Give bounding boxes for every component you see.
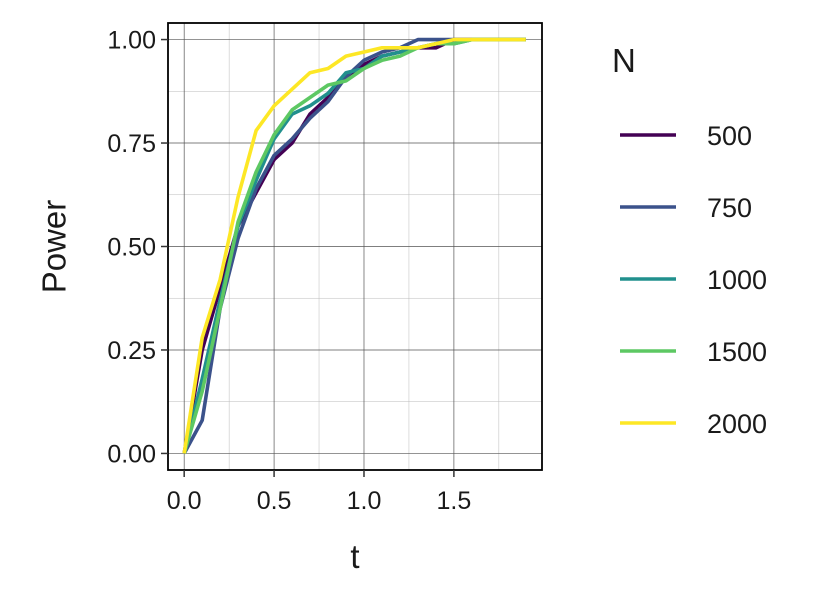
y-tick-label: 0.50 <box>107 234 156 262</box>
y-tick-label: 0.00 <box>107 440 156 468</box>
major-grid <box>168 23 542 470</box>
series-line-2000 <box>182 37 526 454</box>
legend-label: 750 <box>707 193 752 223</box>
y-tick-label: 0.25 <box>107 337 156 365</box>
series-lines <box>182 37 526 455</box>
x-axis-title: t <box>350 538 359 575</box>
x-tick-label: 1.0 <box>347 487 382 515</box>
y-tick-label: 0.75 <box>107 130 156 158</box>
legend: N 500 750 1000 1500 2000 <box>612 42 767 439</box>
x-tick-label: 0.0 <box>167 487 202 515</box>
x-tick-label: 0.5 <box>257 487 292 515</box>
legend-label: 2000 <box>707 409 767 439</box>
legend-label: 1500 <box>707 337 767 367</box>
x-tick-label: 1.5 <box>437 487 472 515</box>
legend-label: 1000 <box>707 265 767 295</box>
y-axis-title: Power <box>36 200 73 294</box>
legend-title: N <box>612 42 636 79</box>
legend-label: 500 <box>707 121 752 151</box>
y-tick-label: 1.00 <box>107 27 156 55</box>
axis-ticks: 0.0 0.5 1.0 1.5 0.00 0.25 0.50 0.75 1.00 <box>107 27 471 515</box>
